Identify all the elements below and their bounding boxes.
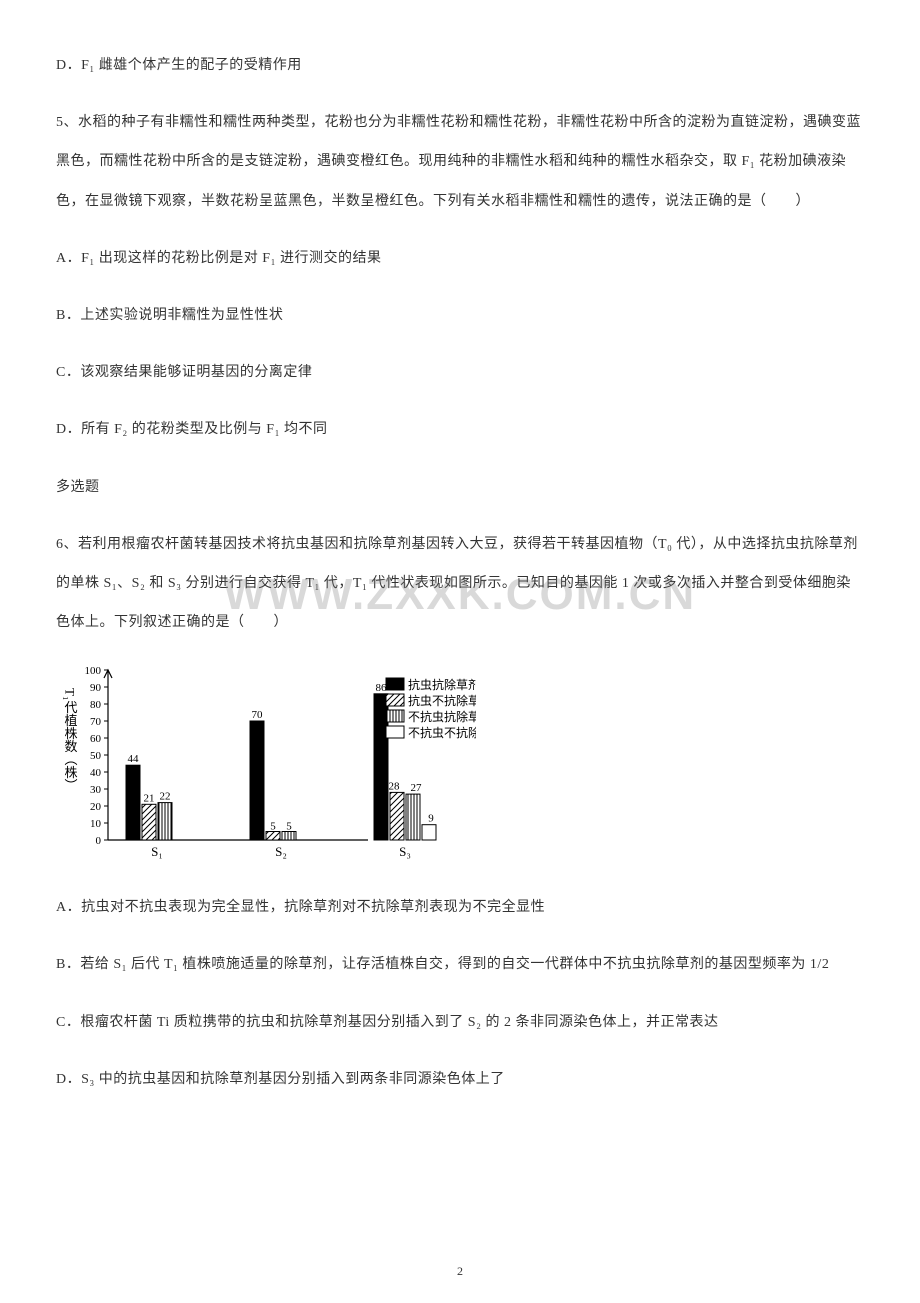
bar-value-label: 5 bbox=[286, 821, 292, 833]
q5-option-c: C．该观察结果能够证明基因的分离定律 bbox=[56, 353, 864, 392]
bar-value-label: 44 bbox=[128, 753, 140, 765]
q6-option-b: B．若给 S₁ 后代 T₁ 植株喷施适量的除草剂，让存活植株自交，得到的自交一代… bbox=[56, 945, 864, 984]
bar bbox=[390, 793, 404, 841]
q6-option-d: D．S₃ 中的抗虫基因和抗除草剂基因分别插入到两条非同源染色体上了 bbox=[56, 1060, 864, 1099]
legend-label: 抗虫抗除草剂 bbox=[408, 677, 476, 692]
bar-value-label: 9 bbox=[428, 813, 434, 825]
legend-swatch bbox=[386, 726, 404, 738]
bar-value-label: 27 bbox=[411, 782, 423, 794]
legend-label: 抗虫不抗除草剂 bbox=[408, 693, 476, 708]
q5-stem: 5、水稻的种子有非糯性和糯性两种类型，花粉也分为非糯性花粉和糯性花粉，非糯性花粉… bbox=[56, 103, 864, 221]
bar bbox=[250, 721, 264, 840]
prev-question-option-d: D．F₁ 雌雄个体产生的配子的受精作用 bbox=[56, 46, 864, 85]
q5-option-a: A．F₁ 出现这样的花粉比例是对 F₁ 进行测交的结果 bbox=[56, 239, 864, 278]
svg-text:60: 60 bbox=[90, 733, 102, 745]
bar bbox=[422, 825, 436, 840]
bar-value-label: 22 bbox=[160, 791, 171, 803]
svg-text:50: 50 bbox=[90, 750, 102, 762]
x-category-label: S₃ bbox=[399, 844, 411, 859]
bar-value-label: 70 bbox=[252, 709, 264, 721]
legend-swatch bbox=[386, 710, 404, 722]
bar bbox=[126, 765, 140, 840]
bar-value-label: 5 bbox=[270, 821, 276, 833]
bar bbox=[142, 805, 156, 841]
q6-option-a: A．抗虫对不抗虫表现为完全显性，抗除草剂对不抗除草剂表现为不完全显性 bbox=[56, 888, 864, 927]
svg-text:10: 10 bbox=[90, 818, 102, 830]
bar-value-label: 28 bbox=[389, 781, 401, 793]
legend-swatch bbox=[386, 694, 404, 706]
svg-text:80: 80 bbox=[90, 699, 102, 711]
legend-label: 不抗虫不抗除草剂 bbox=[408, 725, 476, 740]
svg-text:0: 0 bbox=[96, 835, 102, 847]
bar bbox=[266, 832, 280, 841]
q5-option-d: D．所有 F₂ 的花粉类型及比例与 F₁ 均不同 bbox=[56, 410, 864, 449]
bar bbox=[406, 794, 420, 840]
svg-text:30: 30 bbox=[90, 784, 102, 796]
bar-value-label: 21 bbox=[144, 793, 155, 805]
legend-swatch bbox=[386, 678, 404, 690]
svg-text:90: 90 bbox=[90, 682, 102, 694]
q6-option-c: C．根瘤农杆菌 Ti 质粒携带的抗虫和抗除草剂基因分别插入到了 S₂ 的 2 条… bbox=[56, 1003, 864, 1042]
q6-chart: 0 10 20 30 40 50 60 70 80 90 100 T₁代植株数（株） 44 21 22 S₁ 7… bbox=[56, 660, 864, 870]
legend-label: 不抗虫抗除草剂 bbox=[408, 709, 476, 724]
svg-text:100: 100 bbox=[85, 665, 102, 677]
svg-text:70: 70 bbox=[90, 716, 102, 728]
q5-option-b: B．上述实验说明非糯性为显性性状 bbox=[56, 296, 864, 335]
x-category-label: S₂ bbox=[275, 844, 287, 859]
x-category-label: S₁ bbox=[151, 844, 163, 859]
bar bbox=[158, 803, 172, 840]
bar-value-label: 86 bbox=[376, 682, 388, 694]
q6-stem: 6、若利用根瘤农杆菌转基因技术将抗虫基因和抗除草剂基因转入大豆，获得若干转基因植… bbox=[56, 525, 864, 643]
svg-text:20: 20 bbox=[90, 801, 102, 813]
chart-y-axis-label: T₁代植株数（株） bbox=[63, 688, 78, 791]
page-number: 2 bbox=[457, 1264, 463, 1279]
section-heading-multichoice: 多选题 bbox=[56, 468, 864, 507]
bar bbox=[282, 832, 296, 841]
svg-text:40: 40 bbox=[90, 767, 102, 779]
